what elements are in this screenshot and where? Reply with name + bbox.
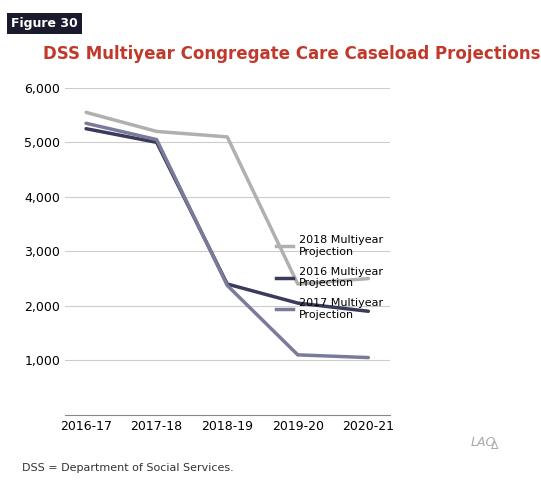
Text: DSS Multiyear Congregate Care Caseload Projections: DSS Multiyear Congregate Care Caseload P… xyxy=(43,45,541,63)
Text: LAO: LAO xyxy=(471,436,496,449)
Text: ∆: ∆ xyxy=(490,441,497,451)
Text: Figure 30: Figure 30 xyxy=(11,17,77,30)
Legend: 2018 Multiyear
Projection, 2016 Multiyear
Projection, 2017 Multiyear
Projection: 2018 Multiyear Projection, 2016 Multiyea… xyxy=(272,231,387,325)
Text: DSS = Department of Social Services.: DSS = Department of Social Services. xyxy=(22,464,233,473)
